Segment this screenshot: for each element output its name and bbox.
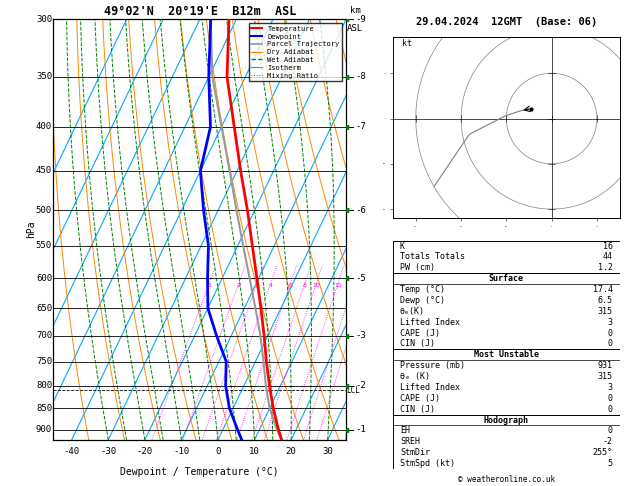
Text: -1: -1 [355,425,365,434]
Text: 0: 0 [608,426,613,435]
Text: 0: 0 [608,405,613,414]
Text: 0: 0 [215,448,221,456]
Text: 350: 350 [36,72,52,82]
Text: -5: -5 [355,274,365,283]
Text: θₑ (K): θₑ (K) [400,372,430,381]
Text: 6.5: 6.5 [598,296,613,305]
Bar [393,415,620,469]
Text: CAPE (J): CAPE (J) [400,329,440,337]
Text: 3: 3 [255,283,259,288]
Text: 900: 900 [36,425,52,434]
Text: LCL: LCL [346,386,360,395]
Text: 17.4: 17.4 [593,285,613,294]
Text: 315: 315 [598,307,613,316]
Text: hPa: hPa [26,221,36,239]
Text: 931: 931 [598,361,613,370]
Text: 255°: 255° [593,448,613,457]
Text: 5: 5 [608,459,613,468]
Text: PW (cm): PW (cm) [400,263,435,272]
Text: 650: 650 [36,304,52,312]
Text: 20: 20 [286,448,296,456]
Text: 15: 15 [334,283,342,288]
Text: 4: 4 [269,283,272,288]
Text: 750: 750 [36,357,52,366]
Bar [393,273,620,349]
Text: CIN (J): CIN (J) [400,339,435,348]
Text: kt: kt [402,39,412,48]
Text: 8: 8 [303,283,307,288]
Text: © weatheronline.co.uk: © weatheronline.co.uk [458,474,555,484]
Text: -8: -8 [355,72,365,82]
Text: 300: 300 [36,15,52,24]
Title: 49°02'N  20°19'E  B12m  ASL: 49°02'N 20°19'E B12m ASL [104,5,296,18]
Text: CAPE (J): CAPE (J) [400,394,440,403]
Text: 29.04.2024  12GMT  (Base: 06): 29.04.2024 12GMT (Base: 06) [416,17,597,27]
Text: 10: 10 [249,448,260,456]
Text: -9: -9 [355,15,365,24]
Text: 0: 0 [608,339,613,348]
Text: -3: -3 [355,331,365,340]
Text: Surface: Surface [489,274,524,283]
Text: Lifted Index: Lifted Index [400,318,460,327]
Text: 400: 400 [36,122,52,131]
Text: Hodograph: Hodograph [484,416,529,425]
Text: 6: 6 [289,283,292,288]
Text: 0: 0 [608,329,613,337]
Text: Dewpoint / Temperature (°C): Dewpoint / Temperature (°C) [120,467,279,477]
Text: 16: 16 [603,242,613,250]
Text: -40: -40 [64,448,80,456]
Text: 700: 700 [36,331,52,340]
Bar [393,349,620,415]
Text: 500: 500 [36,206,52,215]
Text: -30: -30 [100,448,116,456]
Text: Most Unstable: Most Unstable [474,350,539,359]
Text: -20: -20 [136,448,153,456]
Text: CIN (J): CIN (J) [400,405,435,414]
Text: 1: 1 [207,283,211,288]
Text: 1.2: 1.2 [598,263,613,272]
Text: ASL: ASL [347,24,363,33]
Text: Pressure (mb): Pressure (mb) [400,361,465,370]
Text: EH: EH [400,426,410,435]
Text: -2: -2 [355,381,365,390]
Text: Totals Totals: Totals Totals [400,252,465,261]
Text: Temp (°C): Temp (°C) [400,285,445,294]
Text: 3: 3 [608,318,613,327]
Text: StmSpd (kt): StmSpd (kt) [400,459,455,468]
Text: Dewp (°C): Dewp (°C) [400,296,445,305]
Text: K: K [400,242,405,250]
Text: -10: -10 [174,448,189,456]
Text: 2: 2 [237,283,241,288]
Text: 600: 600 [36,274,52,283]
Text: 44: 44 [603,252,613,261]
Text: SREH: SREH [400,437,420,446]
Text: -6: -6 [355,206,365,215]
Text: 800: 800 [36,381,52,390]
Text: StmDir: StmDir [400,448,430,457]
Legend: Temperature, Dewpoint, Parcel Trajectory, Dry Adiabat, Wet Adiabat, Isotherm, Mi: Temperature, Dewpoint, Parcel Trajectory… [248,23,342,81]
Text: Lifted Index: Lifted Index [400,383,460,392]
Text: 450: 450 [36,166,52,175]
Text: -7: -7 [355,122,365,131]
Bar [393,241,620,273]
Text: 315: 315 [598,372,613,381]
Text: 30: 30 [322,448,333,456]
Text: 3: 3 [608,383,613,392]
Text: 0: 0 [608,394,613,403]
Text: km: km [350,6,360,15]
Text: -2: -2 [603,437,613,446]
Text: 550: 550 [36,241,52,250]
Text: θₑ(K): θₑ(K) [400,307,425,316]
Text: 10: 10 [313,283,320,288]
Text: 850: 850 [36,404,52,413]
